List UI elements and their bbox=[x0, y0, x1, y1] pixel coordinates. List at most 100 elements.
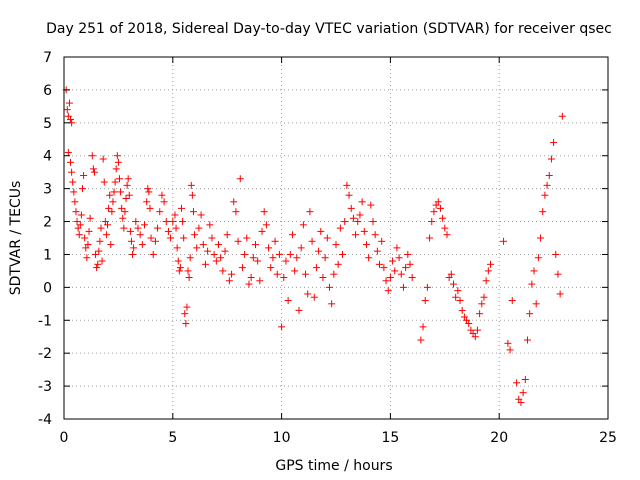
data-point bbox=[526, 310, 534, 318]
data-point bbox=[269, 254, 277, 262]
x-tick-label: 5 bbox=[168, 430, 177, 446]
data-point bbox=[125, 191, 133, 199]
data-point bbox=[341, 218, 349, 226]
data-point bbox=[138, 241, 146, 249]
data-point bbox=[304, 290, 312, 298]
y-tick-label: 1 bbox=[43, 247, 52, 263]
data-point bbox=[382, 277, 390, 285]
data-point bbox=[121, 208, 129, 216]
data-point bbox=[323, 234, 331, 242]
data-point bbox=[94, 260, 102, 268]
data-point bbox=[371, 231, 379, 239]
data-point bbox=[199, 241, 207, 249]
data-point bbox=[130, 244, 138, 252]
data-point bbox=[471, 333, 479, 341]
data-point bbox=[306, 208, 314, 216]
data-point bbox=[356, 211, 364, 219]
data-point bbox=[406, 260, 414, 268]
data-point bbox=[106, 191, 114, 199]
data-point bbox=[482, 277, 490, 285]
data-point bbox=[185, 273, 193, 281]
data-point bbox=[193, 244, 201, 252]
data-point bbox=[402, 264, 410, 272]
data-point bbox=[317, 227, 325, 235]
data-point bbox=[156, 208, 164, 216]
data-point bbox=[454, 287, 462, 295]
x-tick-label: 10 bbox=[273, 430, 291, 446]
data-point bbox=[534, 254, 542, 262]
data-point bbox=[321, 254, 329, 262]
data-point bbox=[92, 250, 100, 258]
data-point bbox=[530, 267, 538, 275]
data-point bbox=[134, 224, 142, 232]
data-point bbox=[225, 277, 233, 285]
data-point bbox=[123, 181, 131, 189]
data-point bbox=[354, 218, 362, 226]
data-point bbox=[295, 306, 303, 314]
data-point bbox=[93, 264, 101, 272]
data-point bbox=[291, 267, 299, 275]
data-point bbox=[243, 234, 251, 242]
data-point bbox=[172, 224, 180, 232]
y-tick-label: 2 bbox=[43, 215, 52, 231]
data-point bbox=[105, 204, 113, 212]
data-point bbox=[230, 198, 238, 206]
data-point bbox=[486, 260, 494, 268]
data-point bbox=[443, 231, 451, 239]
data-point bbox=[537, 234, 545, 242]
data-point bbox=[480, 293, 488, 301]
y-axis-title: SDTVAR / TECUs bbox=[8, 181, 24, 296]
data-point bbox=[65, 99, 73, 107]
data-point bbox=[556, 290, 564, 298]
data-point bbox=[77, 211, 85, 219]
data-point bbox=[358, 198, 366, 206]
data-point bbox=[67, 158, 75, 166]
data-point bbox=[183, 303, 191, 311]
plot-frame bbox=[63, 56, 609, 420]
data-point bbox=[504, 339, 512, 347]
data-point bbox=[386, 273, 394, 281]
data-point bbox=[430, 208, 438, 216]
data-point bbox=[76, 221, 84, 229]
data-point bbox=[158, 191, 166, 199]
data-point bbox=[528, 280, 536, 288]
data-point bbox=[352, 231, 360, 239]
data-point bbox=[115, 175, 123, 183]
data-point bbox=[112, 165, 120, 173]
data-point bbox=[456, 297, 464, 305]
data-point bbox=[421, 297, 429, 305]
data-point bbox=[88, 152, 96, 160]
data-point bbox=[83, 254, 91, 262]
data-point bbox=[241, 250, 249, 258]
data-point bbox=[299, 221, 307, 229]
data-point bbox=[441, 224, 449, 232]
data-point bbox=[258, 227, 266, 235]
data-point bbox=[104, 221, 112, 229]
data-point bbox=[310, 293, 318, 301]
data-point bbox=[223, 231, 231, 239]
x-tick-label: 20 bbox=[490, 430, 508, 446]
data-point bbox=[178, 204, 186, 212]
data-point bbox=[217, 254, 225, 262]
chart-title: Day 251 of 2018, Sidereal Day-to-day VTE… bbox=[46, 21, 612, 37]
y-tick-label: -4 bbox=[38, 412, 52, 428]
data-point bbox=[408, 273, 416, 281]
data-point bbox=[234, 237, 242, 245]
y-tick-label: 7 bbox=[43, 50, 52, 66]
data-point bbox=[552, 250, 560, 258]
data-point bbox=[73, 218, 81, 226]
data-point bbox=[120, 224, 128, 232]
data-point bbox=[345, 191, 353, 199]
data-point bbox=[80, 171, 88, 179]
data-point bbox=[189, 208, 197, 216]
data-point bbox=[146, 204, 154, 212]
data-point bbox=[124, 175, 132, 183]
data-point bbox=[98, 257, 106, 265]
data-point bbox=[262, 221, 270, 229]
y-tick-label: -1 bbox=[38, 313, 52, 329]
data-point bbox=[404, 250, 412, 258]
data-point bbox=[278, 323, 286, 331]
data-point bbox=[84, 241, 92, 249]
data-point bbox=[184, 267, 192, 275]
